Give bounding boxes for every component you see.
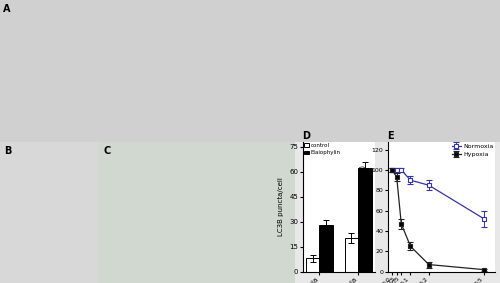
Bar (320, 225, 333, 272)
Bar (344, 238, 358, 272)
Legend: control, Elaiophylin: control, Elaiophylin (304, 143, 341, 155)
Text: E: E (388, 131, 394, 141)
Y-axis label: cell viability (% control): cell viability (% control) (360, 165, 366, 248)
Text: C: C (104, 146, 110, 156)
Bar (306, 258, 320, 272)
Text: B: B (4, 146, 12, 156)
Text: A: A (2, 4, 10, 14)
Bar (358, 168, 372, 272)
Legend: Normoxia, Hypoxia: Normoxia, Hypoxia (452, 143, 493, 157)
Y-axis label: LC3B puncta/cell: LC3B puncta/cell (278, 177, 284, 236)
Text: D: D (302, 131, 310, 141)
